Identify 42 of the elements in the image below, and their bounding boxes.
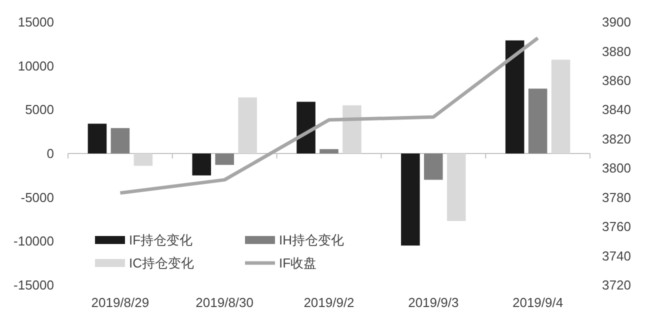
bar xyxy=(528,88,548,154)
x-tick-label: 2019/8/29 xyxy=(91,295,150,310)
bar xyxy=(134,154,153,166)
bar xyxy=(238,97,257,154)
y2-tick-label: 3720 xyxy=(602,278,631,293)
y-tick-label: 5000 xyxy=(25,102,54,118)
bar xyxy=(320,149,338,154)
y2-tick-label: 3840 xyxy=(602,102,631,118)
x-tick-label: 2019/9/4 xyxy=(512,295,564,310)
bar xyxy=(424,154,443,180)
y2-tick-label: 3900 xyxy=(602,14,631,30)
x-tick-label: 2019/9/3 xyxy=(408,295,459,310)
legend-label: IF收盘 xyxy=(279,256,317,271)
x-tick-label: 2019/8/30 xyxy=(196,295,254,310)
legend-label: IC持仓变化 xyxy=(129,256,194,271)
x-tick-label: 2019/9/2 xyxy=(304,295,354,310)
legend-label: IF持仓变化 xyxy=(129,232,193,248)
bar xyxy=(551,60,570,154)
bar xyxy=(110,128,130,154)
y-tick-label: 0 xyxy=(46,146,54,162)
bar xyxy=(192,154,212,176)
y2-tick-label: 3740 xyxy=(602,248,631,264)
bar xyxy=(88,124,107,154)
y-tick-label: -15000 xyxy=(14,278,54,293)
y2-tick-label: 3800 xyxy=(602,160,631,176)
bar xyxy=(342,105,362,154)
bar xyxy=(296,102,316,154)
y2-tick-label: 3820 xyxy=(602,131,631,146)
bar xyxy=(505,40,524,154)
bar xyxy=(446,154,466,222)
bar xyxy=(215,154,234,165)
y2-tick-label: 3860 xyxy=(602,72,631,88)
y2-tick-label: 3780 xyxy=(602,190,631,205)
y-tick-label: 15000 xyxy=(18,14,54,30)
line-series xyxy=(118,36,540,195)
y2-tick-label: 3760 xyxy=(602,219,631,234)
y-tick-label: 10000 xyxy=(18,58,54,74)
bar xyxy=(401,154,420,246)
y-tick-label: -10000 xyxy=(14,234,54,249)
y2-tick-label: 3880 xyxy=(602,44,631,59)
y-tick-label: -5000 xyxy=(20,190,54,205)
legend-label: IH持仓变化 xyxy=(279,232,344,248)
